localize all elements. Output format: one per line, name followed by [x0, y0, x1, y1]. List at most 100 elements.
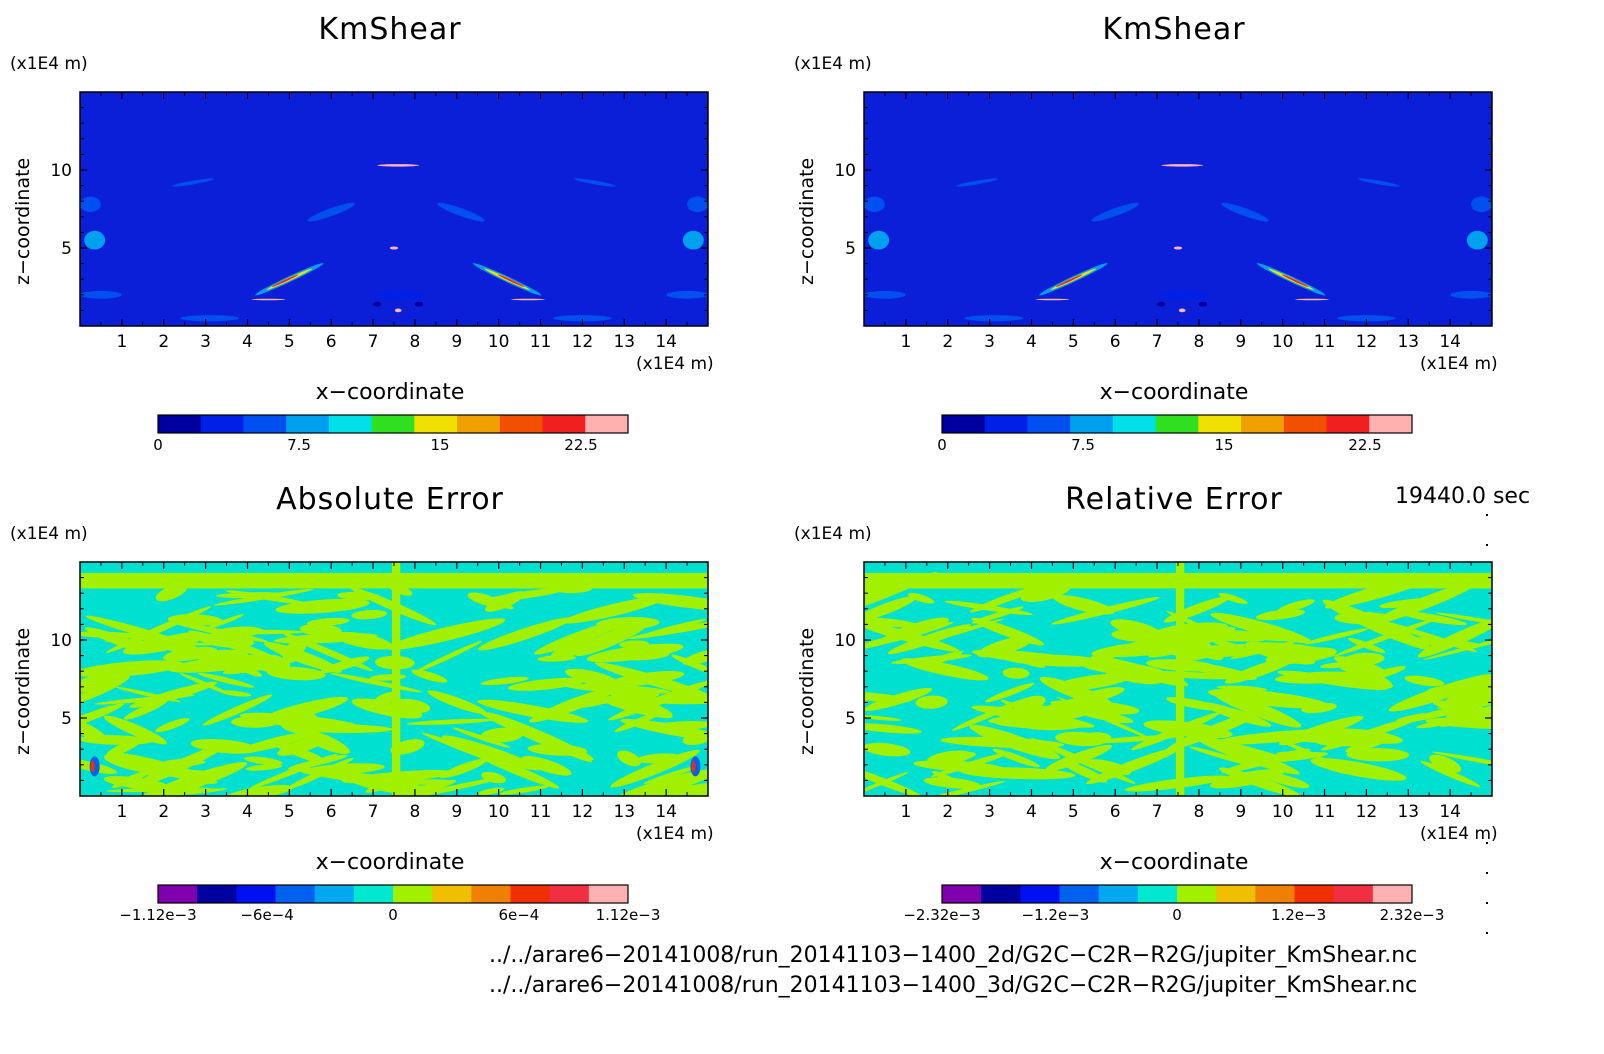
- contour-region: [864, 723, 922, 734]
- heatmap-field: [80, 562, 708, 796]
- contour-region: [931, 771, 964, 787]
- x-tick-label: 13: [613, 332, 635, 352]
- contour-region: [172, 178, 214, 187]
- contour-region: [243, 756, 283, 765]
- colorbar-frame: [157, 414, 629, 434]
- y-unit-label: (x1E4 m): [10, 54, 88, 74]
- contour-region: [1178, 308, 1186, 313]
- contour-region: [994, 720, 1081, 730]
- x-tick-label: 8: [410, 332, 421, 352]
- contour-region: [439, 758, 488, 779]
- contour-region: [1218, 592, 1248, 604]
- contour-region: [1445, 708, 1477, 721]
- colorbar-swatch: [158, 885, 198, 903]
- contour-region: [259, 696, 349, 723]
- contour-region: [162, 646, 218, 662]
- x-tick-label: 9: [451, 332, 462, 352]
- contour-region: [406, 718, 495, 725]
- x-tick-label: 2: [942, 332, 953, 352]
- contour-region: [1255, 609, 1306, 621]
- colorbar-label: −6e−4: [240, 906, 294, 924]
- contour-region: [971, 606, 1024, 624]
- x-tick-label: 2: [158, 802, 169, 822]
- contour-region: [386, 618, 506, 650]
- contour-region: [377, 164, 420, 167]
- colorbar-label: 1.2e−3: [1270, 906, 1327, 924]
- contour-region: [155, 584, 188, 602]
- contour-region: [1354, 611, 1390, 625]
- contour-region: [480, 727, 524, 743]
- contour-region: [1207, 688, 1329, 709]
- colorbar-swatch: [1283, 415, 1328, 433]
- contour-region: [992, 748, 1040, 768]
- margin-dot: [1486, 902, 1488, 904]
- contour-region: [1215, 729, 1338, 745]
- colorbar-label: 15: [1214, 436, 1234, 454]
- contour-region: [189, 661, 227, 669]
- contour-region: [484, 591, 526, 612]
- contour-region: [266, 666, 326, 681]
- y-unit-label: (x1E4 m): [794, 524, 872, 544]
- contour-region: [1249, 642, 1335, 658]
- contour-region: [1310, 758, 1407, 781]
- contour-region: [280, 641, 307, 658]
- contour-region: [1305, 628, 1369, 645]
- contour-region: [1324, 573, 1440, 609]
- colorbar-swatch: [1020, 885, 1060, 903]
- contour-region: [414, 301, 424, 307]
- x-tick-label: 1: [116, 332, 127, 352]
- colorbar-swatch: [942, 885, 982, 903]
- colorbar-label: 22.5: [564, 436, 598, 454]
- colorbar-swatch: [1255, 885, 1295, 903]
- x-tick-label: 12: [1356, 802, 1378, 822]
- x-tick-label: 5: [284, 332, 295, 352]
- x-tick-label: 4: [242, 332, 253, 352]
- contour-region: [1259, 771, 1310, 789]
- colorbar-label: −2.32e−3: [903, 906, 981, 924]
- contour-region: [572, 674, 673, 715]
- y-tick-label: 10: [834, 631, 856, 651]
- x-axis-label: x−coordinate: [315, 850, 465, 875]
- y-unit-label: (x1E4 m): [794, 54, 872, 74]
- colorbar-label: 2.32e−3: [1379, 906, 1445, 924]
- colorbar-label: 0: [1172, 906, 1182, 924]
- contour-region: [219, 690, 252, 697]
- colorbar-swatch: [197, 885, 237, 903]
- contour-region: [1333, 656, 1387, 675]
- colorbar-frame: [157, 884, 629, 904]
- contour-region: [956, 178, 998, 187]
- y-axis-label: z−coordinate: [796, 627, 818, 755]
- contour-region: [215, 592, 286, 599]
- chart-title: Absolute Error: [276, 482, 504, 517]
- contour-region: [1398, 695, 1492, 724]
- contour-region: [556, 584, 593, 594]
- contour-region: [190, 738, 259, 754]
- chart-panel: Relative Error (x1E4 m) (x1E4 m) z−coordina…: [784, 470, 1564, 930]
- x-tick-label: 1: [900, 802, 911, 822]
- x-tick-label: 11: [1314, 802, 1336, 822]
- colorbar-label: −1.2e−3: [1021, 906, 1090, 924]
- colorbar-swatch: [1098, 885, 1139, 903]
- colorbar-swatch: [471, 885, 511, 903]
- y-axis-label: z−coordinate: [796, 157, 818, 285]
- x-tick-label: 7: [368, 332, 379, 352]
- x-tick-label: 13: [1397, 332, 1419, 352]
- colorbar: [941, 884, 1413, 904]
- chart-title: KmShear: [1102, 12, 1246, 47]
- contour-region: [373, 290, 424, 300]
- contour-region: [1274, 671, 1366, 684]
- contour-region: [1427, 675, 1492, 692]
- x-tick-label: 1: [900, 332, 911, 352]
- contour-region: [969, 724, 1060, 760]
- contour-region: [882, 617, 949, 642]
- contour-region: [1161, 164, 1204, 167]
- colorbar-label: 7.5: [287, 436, 311, 454]
- colorbar-swatch: [286, 415, 330, 433]
- colorbar-swatch: [393, 885, 433, 903]
- contour-region: [180, 315, 240, 322]
- x-tick-label: 7: [368, 802, 379, 822]
- contour-region: [297, 728, 350, 755]
- contour-region: [351, 698, 423, 719]
- contour-region: [1157, 290, 1208, 300]
